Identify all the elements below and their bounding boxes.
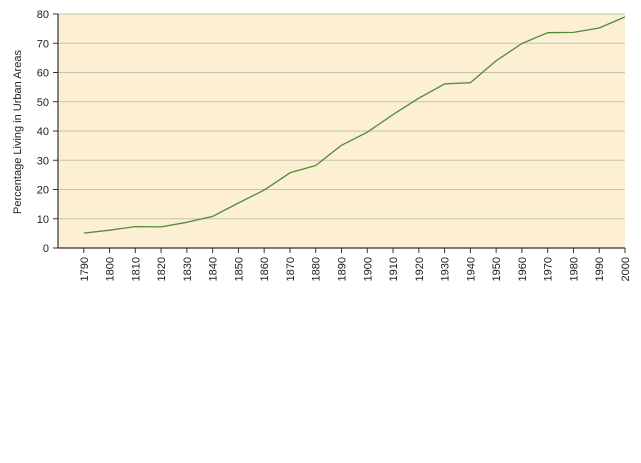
x-tick-label: 1970 [543, 257, 555, 281]
y-tick-label: 80 [37, 9, 49, 21]
data-point [495, 59, 498, 62]
y-axis-ticks: 0 10 20 30 40 50 60 70 80 [37, 9, 58, 255]
y-tick-label: 10 [37, 214, 49, 226]
x-tick-label: 1820 [156, 257, 168, 281]
data-point [366, 131, 369, 134]
data-point [546, 31, 549, 34]
x-axis-ticks: 1790 1800 1810 1820 1830 1840 1850 1860 1870 1880… [79, 248, 632, 281]
y-tick-label: 70 [37, 38, 49, 50]
data-point [82, 232, 85, 235]
x-tick-label: 1960 [517, 257, 529, 281]
data-point [392, 113, 395, 116]
data-point [340, 144, 343, 147]
x-tick-label: 1940 [465, 257, 477, 281]
x-tick-label: 1980 [568, 257, 580, 281]
data-point [185, 221, 188, 224]
series-group [82, 15, 627, 235]
x-tick-label: 2000 [620, 257, 632, 281]
x-tick-label: 1840 [208, 257, 220, 281]
y-tick-label: 0 [43, 243, 49, 255]
y-tick-label: 40 [37, 126, 49, 138]
data-point [520, 42, 523, 45]
y-tick-label: 60 [37, 68, 49, 80]
y-tick-label: 20 [37, 185, 49, 197]
data-point [237, 201, 240, 204]
gridlines [58, 13, 625, 220]
data-point [572, 31, 575, 34]
x-tick-label: 1900 [362, 257, 374, 281]
y-tick-label: 50 [37, 97, 49, 109]
x-tick-label: 1790 [79, 257, 91, 281]
data-point [211, 215, 214, 218]
x-tick-label: 1950 [491, 257, 503, 281]
data-point [134, 225, 137, 228]
x-tick-label: 1850 [233, 257, 245, 281]
data-point [160, 225, 163, 228]
y-axis-title: Percentage Living in Urban Areas [12, 50, 24, 214]
data-point [314, 164, 317, 167]
x-tick-label: 1930 [440, 257, 452, 281]
data-point [263, 189, 266, 192]
x-tick-label: 1800 [105, 257, 117, 281]
x-tick-label: 1810 [130, 257, 142, 281]
data-point [288, 171, 291, 174]
data-point [417, 97, 420, 100]
x-tick-label: 1910 [388, 257, 400, 281]
data-point [108, 229, 111, 232]
data-point [443, 82, 446, 85]
x-tick-label: 1920 [414, 257, 426, 281]
x-tick-label: 1870 [285, 257, 297, 281]
data-point [624, 15, 627, 18]
x-tick-label: 1830 [182, 257, 194, 281]
y-tick-label: 30 [37, 155, 49, 167]
data-point [469, 81, 472, 84]
x-tick-label: 1990 [594, 257, 606, 281]
data-point [598, 27, 601, 30]
series-line [83, 16, 626, 234]
x-tick-label: 1860 [259, 257, 271, 281]
x-tick-label: 1880 [311, 257, 323, 281]
x-tick-label: 1890 [337, 257, 349, 281]
